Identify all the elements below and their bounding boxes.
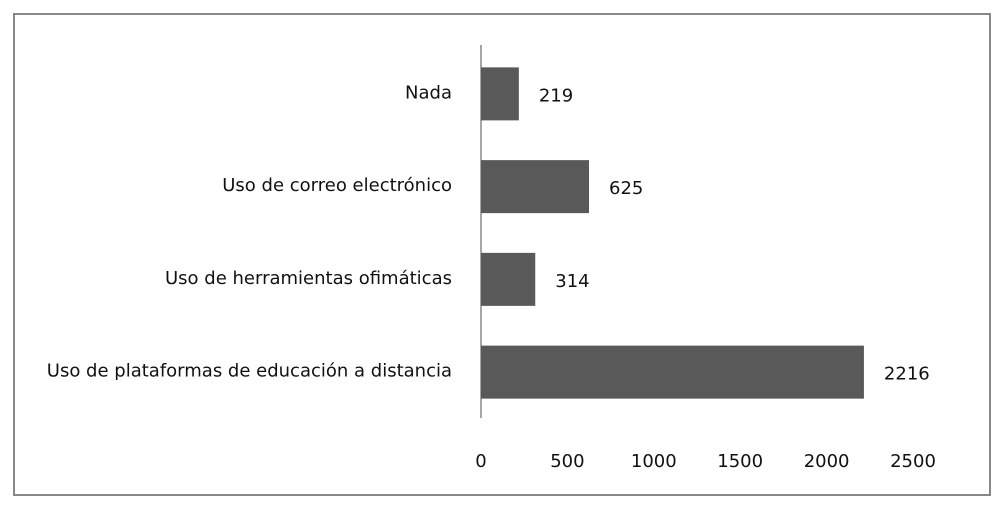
y-tick-label: Nada bbox=[405, 82, 452, 103]
bar bbox=[481, 160, 589, 214]
y-tick-label: Uso de herramientas ofimáticas bbox=[165, 268, 452, 289]
x-tick-label: 500 bbox=[550, 451, 584, 472]
y-tick-label: Uso de correo electrónico bbox=[222, 175, 452, 196]
bar bbox=[481, 67, 519, 121]
bar bbox=[481, 252, 536, 306]
y-tick-label: Uso de plataformas de educación a distan… bbox=[47, 361, 452, 382]
x-tick-label: 1000 bbox=[631, 451, 677, 472]
x-tick-label: 2000 bbox=[804, 451, 850, 472]
bar bbox=[481, 345, 864, 399]
x-tick-label: 2500 bbox=[890, 451, 936, 472]
data-label: 314 bbox=[555, 271, 589, 292]
x-tick-label: 0 bbox=[475, 451, 486, 472]
data-label: 2216 bbox=[884, 364, 930, 385]
data-label: 625 bbox=[609, 178, 643, 199]
x-tick-label: 1500 bbox=[717, 451, 763, 472]
data-label: 219 bbox=[539, 85, 573, 106]
